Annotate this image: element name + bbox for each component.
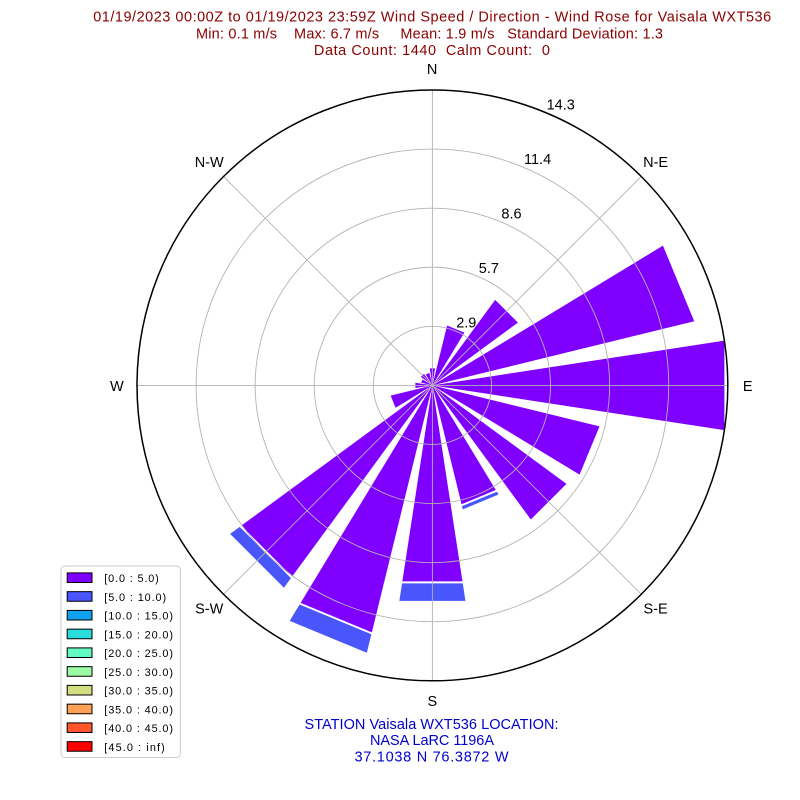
svg-text:[25.0 : 30.0): [25.0 : 30.0) <box>104 667 173 679</box>
svg-text:[30.0 : 35.0): [30.0 : 35.0) <box>104 686 173 698</box>
svg-text:01/19/2023 00:00Z to 01/19/202: 01/19/2023 00:00Z to 01/19/2023 23:59Z W… <box>93 10 771 26</box>
svg-text:[15.0 : 20.0): [15.0 : 20.0) <box>104 629 173 641</box>
svg-text:E: E <box>743 379 753 395</box>
svg-text:S: S <box>427 694 437 710</box>
svg-text:NASA LaRC 1196A: NASA LaRC 1196A <box>370 733 494 749</box>
svg-text:[35.0 : 40.0): [35.0 : 40.0) <box>104 704 173 716</box>
svg-text:N-W: N-W <box>195 155 224 171</box>
svg-text:[10.0 : 15.0): [10.0 : 15.0) <box>104 611 173 623</box>
svg-text:[20.0 : 25.0): [20.0 : 25.0) <box>104 648 173 660</box>
svg-text:8.6: 8.6 <box>501 207 521 223</box>
svg-text:[45.0 : inf): [45.0 : inf) <box>104 742 165 754</box>
svg-text:2.9: 2.9 <box>456 316 476 332</box>
svg-text:[5.0 : 10.0): [5.0 : 10.0) <box>104 592 166 604</box>
svg-text:N: N <box>427 62 437 78</box>
svg-text:STATION Vaisala WXT536 LOCATIO: STATION Vaisala WXT536 LOCATION: <box>305 717 559 733</box>
svg-text:[40.0 : 45.0): [40.0 : 45.0) <box>104 723 173 735</box>
svg-text:5.7: 5.7 <box>479 261 499 277</box>
svg-text:S-E: S-E <box>644 602 669 618</box>
svg-text:S-W: S-W <box>195 602 224 618</box>
svg-text:N-E: N-E <box>643 155 668 171</box>
svg-text:Data Count: 1440 Calm Count:: Data Count: 1440 Calm Count: 0 <box>314 43 550 59</box>
svg-text:[0.0 : 5.0): [0.0 : 5.0) <box>104 573 159 585</box>
svg-text:14.3: 14.3 <box>547 97 575 113</box>
svg-text:37.1038 N 76.3872 W: 37.1038 N 76.3872 W <box>355 750 509 766</box>
svg-text:Min: 0.1 m/s Max: 6.7 m/s: Min: 0.1 m/s Max: 6.7 m/s Mean: 1.9 m/s … <box>196 26 663 42</box>
svg-text:11.4: 11.4 <box>524 152 551 168</box>
svg-text:W: W <box>110 379 124 395</box>
